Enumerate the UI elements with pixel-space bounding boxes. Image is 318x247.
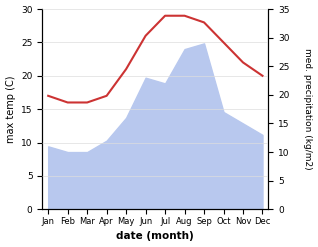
Y-axis label: max temp (C): max temp (C) bbox=[5, 75, 16, 143]
X-axis label: date (month): date (month) bbox=[116, 231, 194, 242]
Y-axis label: med. precipitation (kg/m2): med. precipitation (kg/m2) bbox=[303, 48, 313, 170]
